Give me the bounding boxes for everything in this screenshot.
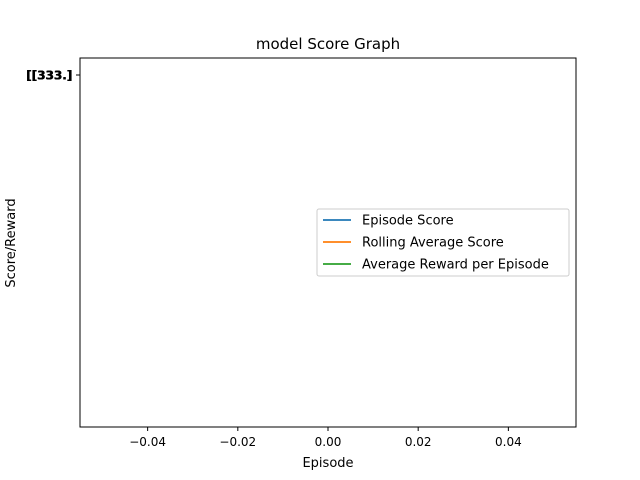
y-tick-label: [[333.] (26, 69, 72, 83)
x-tick-label: 0.04 (495, 435, 522, 449)
y-tick-label: [[333.] (26, 69, 72, 83)
legend-label: Episode Score (362, 214, 454, 229)
y-tick-label: [[333.] (27, 69, 73, 83)
legend-label: Rolling Average Score (362, 236, 504, 251)
x-tick-label: −0.04 (129, 435, 166, 449)
x-ticks: −0.04 −0.02 0.00 0.02 0.04 (129, 427, 522, 449)
legend-items: Episode Score Rolling Average Score Averag… (323, 214, 549, 273)
x-axis-label: Episode (302, 456, 353, 471)
y-axis-label: Score/Reward (4, 198, 19, 287)
legend-frame (316, 208, 570, 277)
chart-title: model Score Graph (256, 35, 400, 53)
legend-label: Average Reward per Episode (362, 258, 549, 273)
x-tick-label: 0.00 (315, 435, 342, 449)
x-tick-label: 0.02 (405, 435, 432, 449)
x-tick-label: −0.02 (219, 435, 256, 449)
y-ticks: [[333.][[333.][[333.] (26, 69, 80, 83)
legend: Episode Score Rolling Average Score Averag… (316, 208, 570, 277)
